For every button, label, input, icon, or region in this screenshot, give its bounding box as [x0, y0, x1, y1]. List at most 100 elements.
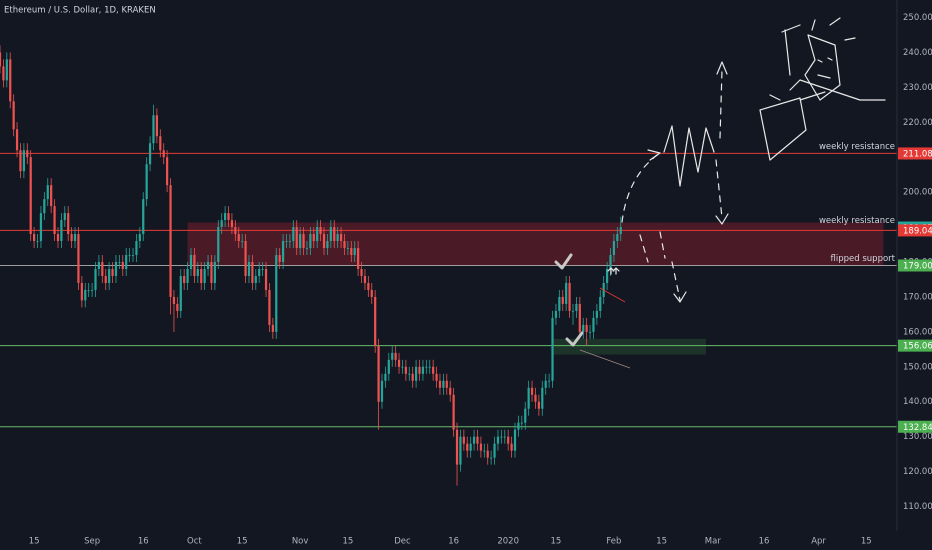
candle-body: [377, 345, 380, 402]
candle-body: [363, 275, 367, 283]
candle-body: [312, 234, 315, 242]
candle-body: [449, 387, 452, 395]
candle-body: [425, 366, 428, 368]
price-tag-label: 189.04: [903, 226, 932, 236]
x-tick-label: 2020: [497, 537, 519, 547]
candle-body: [271, 324, 274, 332]
candle-body: [227, 213, 230, 221]
x-tick-label: 15: [861, 537, 872, 547]
candle-body: [237, 234, 240, 242]
candle-body: [189, 255, 193, 269]
candle-body: [479, 443, 483, 451]
candle-body: [90, 289, 94, 291]
price-tag-label: 132.84: [903, 423, 932, 433]
candle-body: [374, 296, 377, 346]
candle-body: [544, 380, 547, 388]
price-tag: [898, 147, 932, 160]
candle-body: [486, 450, 489, 458]
candle-body: [612, 241, 616, 256]
candle-body: [43, 199, 46, 214]
candle-body: [281, 241, 285, 263]
candle-body: [101, 262, 104, 276]
trend-line: [599, 287, 626, 303]
candle-body: [261, 268, 264, 270]
candle-body: [595, 310, 598, 318]
candle-body: [438, 380, 442, 388]
x-tick-label: Mar: [705, 537, 722, 547]
price-tag: [898, 339, 932, 352]
candle-body: [278, 255, 281, 263]
x-tick-label: 15: [237, 537, 248, 547]
candle-body: [128, 255, 131, 256]
candle-body: [462, 436, 465, 444]
candle-body: [295, 227, 298, 249]
candle-body: [435, 373, 438, 381]
candle-body: [353, 248, 356, 256]
candle-body: [609, 255, 612, 269]
candle-body: [537, 401, 540, 409]
candle-body: [67, 213, 70, 235]
candle-body: [268, 289, 271, 325]
x-tick-label: Dec: [394, 537, 411, 547]
candle-body: [32, 234, 36, 242]
candle-body: [176, 303, 179, 311]
candle-body: [418, 366, 421, 374]
candle-body: [305, 248, 309, 249]
candle-body: [125, 255, 128, 269]
candle-body: [56, 234, 60, 242]
candle-body: [111, 268, 114, 276]
candle-body: [578, 303, 581, 332]
candle-body: [421, 366, 425, 374]
candle-body: [309, 234, 312, 249]
y-tick-label: 220.00: [903, 118, 932, 128]
candle-body: [196, 268, 199, 276]
price-tag-label: 156.06: [903, 342, 932, 352]
candle-body: [339, 234, 343, 242]
candle-body: [230, 220, 234, 228]
levels: [0, 152, 897, 428]
candle-body: [292, 227, 295, 242]
candle-body: [520, 422, 523, 424]
candle-body: [411, 373, 414, 381]
candle-body: [166, 157, 169, 186]
arrow-head: [673, 291, 687, 303]
candle-body: [138, 234, 141, 242]
candle-body: [322, 234, 326, 249]
y-tick-label: 110.00: [903, 502, 932, 512]
candle-body: [496, 436, 500, 444]
candle-body: [503, 436, 506, 438]
x-tick-label: Apr: [811, 537, 826, 547]
candle-body: [206, 262, 210, 269]
candle-body: [387, 359, 390, 374]
price-axis-bg: [897, 0, 932, 550]
annotation: weekly resistance: [819, 142, 895, 152]
annotation: weekly resistance: [819, 216, 895, 226]
candle-body: [588, 331, 592, 333]
candle-body: [104, 275, 107, 283]
candle-body: [285, 241, 288, 242]
candle-body: [172, 296, 176, 304]
candle-body: [367, 282, 370, 290]
trend-line: [579, 349, 631, 369]
price-tag-label: 211.08: [903, 149, 932, 159]
zone: [187, 222, 884, 266]
candle-body: [380, 380, 384, 402]
candle-body: [26, 150, 29, 158]
candle-body: [145, 164, 148, 200]
candle-body: [530, 387, 534, 395]
candle-body: [50, 185, 53, 207]
candle-body: [360, 268, 363, 276]
candle-body: [213, 262, 216, 283]
candle-body: [548, 380, 551, 382]
candle-body: [350, 248, 353, 256]
chart-title: Ethereum / U.S. Dollar, 1D, KRAKEN: [4, 6, 156, 16]
candle-body: [299, 234, 302, 249]
candle-body: [333, 227, 336, 242]
candle-body: [142, 199, 145, 235]
candle-body: [275, 255, 278, 332]
candle-body: [183, 275, 186, 283]
x-tick-label: 15: [551, 537, 562, 547]
candle-body: [46, 185, 49, 200]
